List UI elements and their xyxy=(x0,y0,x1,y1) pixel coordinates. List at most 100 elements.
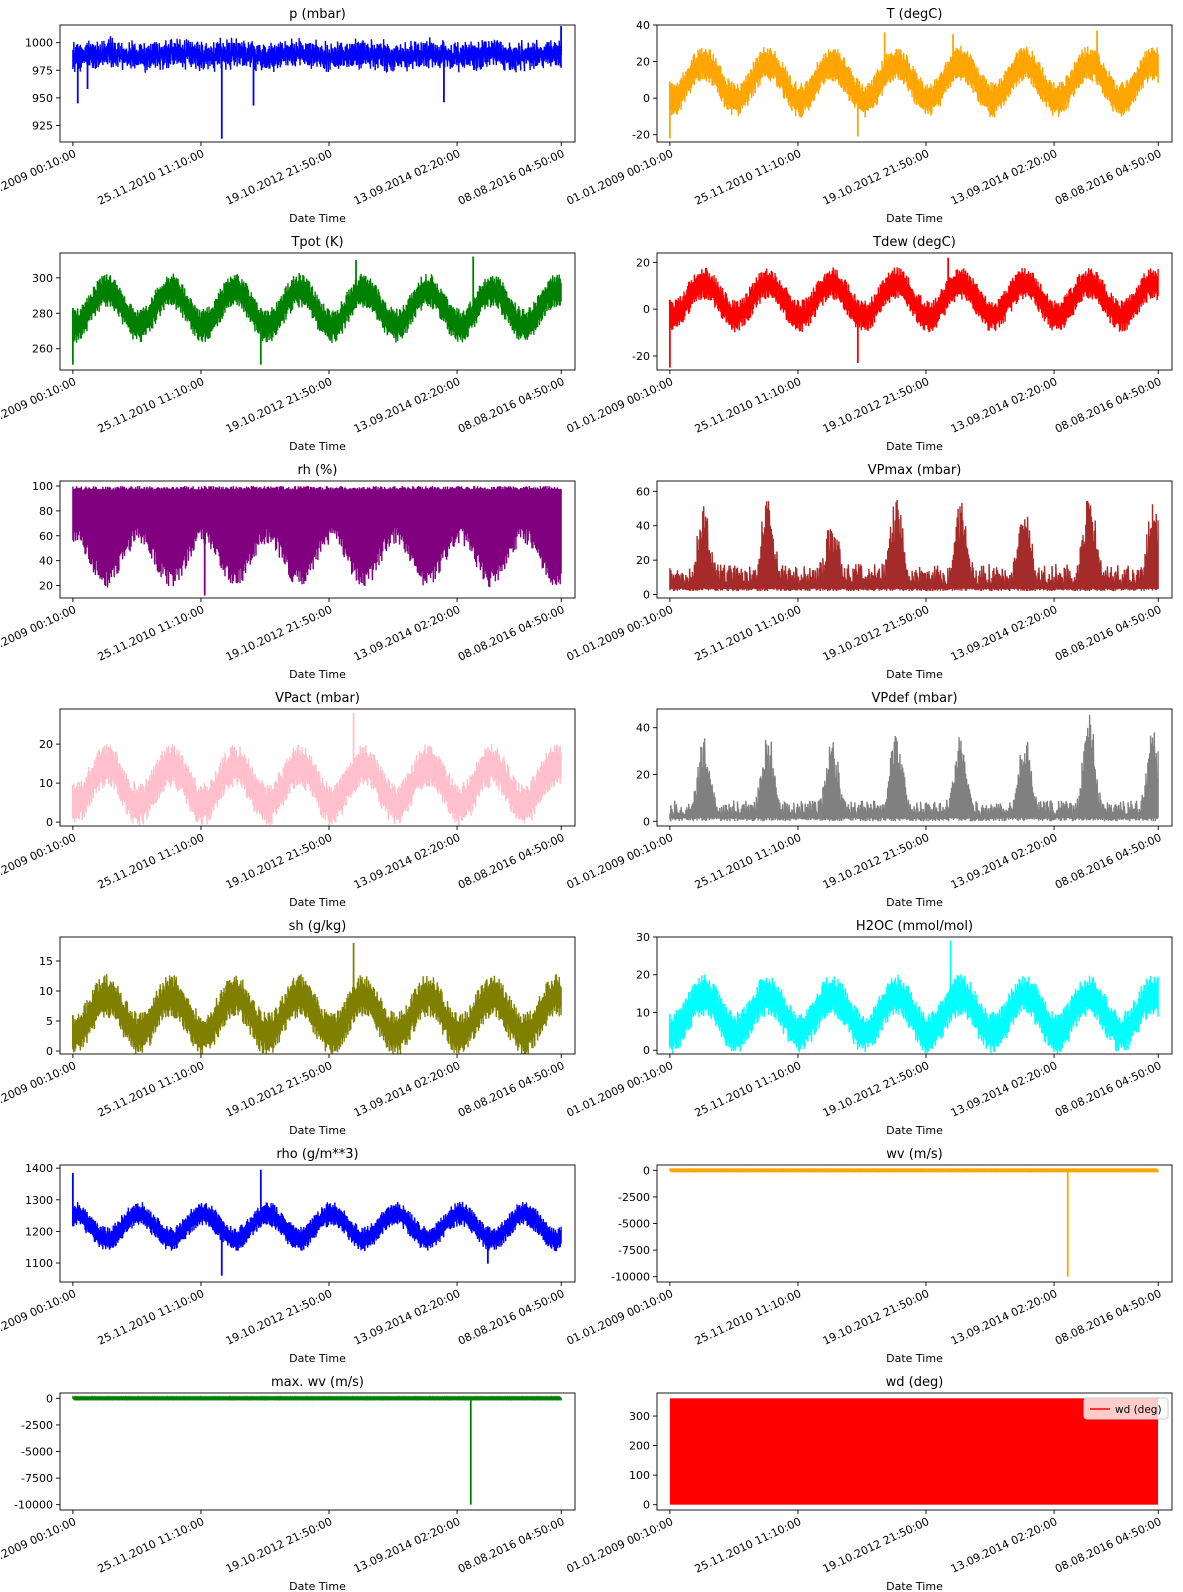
y-tick-label: 20 xyxy=(39,738,53,751)
x-tick-label: 19.10.2012 21:50:00 xyxy=(224,1059,335,1120)
series-group xyxy=(71,943,562,1054)
y-tick-label: 200 xyxy=(629,1440,650,1453)
x-tick-label: 25.11.2010 11:10:00 xyxy=(693,1287,804,1348)
subplot-title: VPact (mbar) xyxy=(275,691,360,706)
y-tick-label: -7500 xyxy=(618,1244,650,1257)
axes-frame xyxy=(59,252,576,371)
series-line xyxy=(669,45,1159,118)
series-group xyxy=(71,712,562,826)
x-tick-label: 19.10.2012 21:50:00 xyxy=(821,1059,932,1120)
x-tick-label: 01.01.2009 00:10:00 xyxy=(0,831,78,892)
subplot-8: sh (g/kg) 0 5 10 15 01.01.2009 00:10:00 25.11.… xyxy=(0,919,576,1137)
subplot-0: p (mbar) 925 950 975 1000 01.01.2009 00:10:00… xyxy=(0,7,576,225)
subplot-title: T (degC) xyxy=(886,7,943,22)
series-fill xyxy=(669,1398,1159,1505)
x-tick-label: 13.09.2014 02:20:00 xyxy=(949,147,1060,208)
y-tick-label: 1200 xyxy=(25,1225,53,1238)
y-tick-label: -20 xyxy=(632,129,650,142)
x-tick-label: 13.09.2014 02:20:00 xyxy=(352,831,463,892)
subplot-title: wv (m/s) xyxy=(886,1147,942,1162)
subplot-title: rh (%) xyxy=(298,463,338,478)
y-tick-label: 975 xyxy=(32,64,53,77)
y-tick-label: 30 xyxy=(636,931,650,944)
subplot-title: max. wv (m/s) xyxy=(271,1375,364,1390)
x-tick-label: 25.11.2010 11:10:00 xyxy=(96,1059,207,1120)
x-tick-label: 25.11.2010 11:10:00 xyxy=(96,147,207,208)
axes-frame xyxy=(656,1164,1173,1283)
x-tick-label: 08.08.2016 04:50:00 xyxy=(456,147,567,208)
legend: wd (deg) xyxy=(1083,1397,1169,1420)
x-tick-label: 25.11.2010 11:10:00 xyxy=(96,831,207,892)
series-line xyxy=(72,485,562,588)
y-tick-label: 20 xyxy=(636,554,650,567)
legend-label: wd (deg) xyxy=(1115,1404,1162,1416)
x-tick-label: 25.11.2010 11:10:00 xyxy=(96,1515,207,1576)
y-tick-label: 300 xyxy=(32,272,53,285)
axes-frame xyxy=(656,936,1173,1055)
series-line xyxy=(669,499,1159,592)
x-axis-label: Date Time xyxy=(289,668,346,681)
subplot-7: VPdef (mbar) 0 20 40 01.01.2009 00:10:00 25.1… xyxy=(565,691,1173,909)
axes-frame xyxy=(59,24,576,143)
legend-box xyxy=(1083,1397,1169,1420)
series-line xyxy=(72,1201,562,1252)
x-tick-label: 01.01.2009 00:10:00 xyxy=(565,1287,676,1348)
x-tick-label: 08.08.2016 04:50:00 xyxy=(1053,375,1164,436)
axes-frame xyxy=(656,24,1173,143)
x-tick-label: 13.09.2014 02:20:00 xyxy=(352,147,463,208)
y-tick-label: 5 xyxy=(46,1015,53,1028)
series-group xyxy=(669,714,1159,822)
x-tick-label: 08.08.2016 04:50:00 xyxy=(1053,147,1164,208)
x-tick-label: 19.10.2012 21:50:00 xyxy=(224,831,335,892)
y-tick-label: 60 xyxy=(636,485,650,498)
series-group xyxy=(71,1169,562,1276)
x-tick-label: 13.09.2014 02:20:00 xyxy=(352,1287,463,1348)
x-tick-label: 01.01.2009 00:10:00 xyxy=(565,147,676,208)
x-tick-label: 19.10.2012 21:50:00 xyxy=(224,1287,335,1348)
y-tick-label: -7500 xyxy=(21,1472,53,1485)
y-tick-label: 40 xyxy=(636,520,650,533)
y-tick-label: 1300 xyxy=(25,1194,53,1207)
x-tick-label: 25.11.2010 11:10:00 xyxy=(96,603,207,664)
subplot-title: VPmax (mbar) xyxy=(868,463,962,478)
series-line xyxy=(72,743,562,826)
subplot-title: H2OC (mmol/mol) xyxy=(856,919,973,934)
x-tick-label: 08.08.2016 04:50:00 xyxy=(456,831,567,892)
axes-frame xyxy=(59,1164,576,1283)
y-tick-label: 0 xyxy=(643,303,650,316)
subplot-10: rho (g/m**3) 1100 1200 1300 1400 01.01.2009 0… xyxy=(0,1147,576,1365)
y-tick-label: 0 xyxy=(643,1499,650,1512)
x-axis-label: Date Time xyxy=(886,1580,943,1592)
y-tick-label: 925 xyxy=(32,119,53,132)
x-tick-label: 13.09.2014 02:20:00 xyxy=(352,375,463,436)
x-tick-label: 25.11.2010 11:10:00 xyxy=(693,375,804,436)
axes-frame xyxy=(656,708,1173,827)
x-tick-label: 01.01.2009 00:10:00 xyxy=(565,375,676,436)
subplot-title: Tdew (degC) xyxy=(872,235,956,250)
axes-frame xyxy=(656,252,1173,371)
x-tick-label: 01.01.2009 00:10:00 xyxy=(0,603,78,664)
series-group xyxy=(669,1167,1159,1277)
y-tick-label: 300 xyxy=(629,1410,650,1423)
x-tick-label: 01.01.2009 00:10:00 xyxy=(565,1059,676,1120)
y-tick-label: 950 xyxy=(32,92,53,105)
x-tick-label: 19.10.2012 21:50:00 xyxy=(821,1287,932,1348)
x-tick-label: 13.09.2014 02:20:00 xyxy=(949,375,1060,436)
series-group xyxy=(72,1395,562,1505)
x-tick-label: 19.10.2012 21:50:00 xyxy=(224,603,335,664)
subplot-5: VPmax (mbar) 0 20 40 60 01.01.2009 00:10:00 25… xyxy=(565,463,1173,681)
series-line xyxy=(72,272,562,344)
x-tick-label: 13.09.2014 02:20:00 xyxy=(949,1059,1060,1120)
series-line xyxy=(669,714,1159,822)
y-tick-label: 20 xyxy=(39,580,53,593)
x-tick-label: 19.10.2012 21:50:00 xyxy=(821,831,932,892)
subplot-3: Tdew (degC) -20 0 20 01.01.2009 00:10:00 25.1… xyxy=(565,235,1173,453)
series-group xyxy=(668,257,1159,368)
x-tick-label: 19.10.2012 21:50:00 xyxy=(821,603,932,664)
y-tick-label: -20 xyxy=(632,350,650,363)
x-tick-label: 13.09.2014 02:20:00 xyxy=(949,1515,1060,1576)
x-axis-label: Date Time xyxy=(289,1580,346,1592)
subplot-title: rho (g/m**3) xyxy=(276,1147,358,1162)
subplot-title: Tpot (K) xyxy=(290,235,343,250)
